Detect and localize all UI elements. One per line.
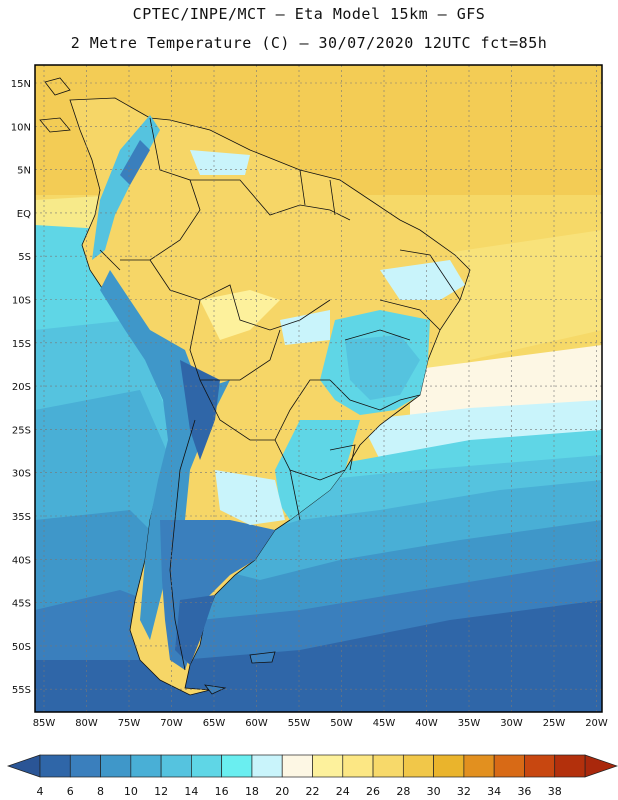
lon-label: 80W [75,718,98,729]
lat-label: 10N [11,122,31,133]
colorbar-swatch [191,754,223,778]
colorbar-label: 36 [517,785,531,798]
colorbar-swatch [281,754,313,778]
colorbar-label: 28 [396,785,410,798]
colorbar-label: 16 [215,785,229,798]
colorbar-swatch [342,754,374,778]
colorbar-label: 24 [336,785,350,798]
colorbar-swatch [433,754,465,778]
colorbar-swatch [251,754,283,778]
colorbar-left-arrow [6,754,41,778]
colorbar-swatch [463,754,495,778]
latitude-labels: 15N 10N 5N EQ 5S 10S 15S 20S 25S 30S 35S 40S 45S 50S 5… [11,79,31,696]
lat-label: 30S [12,469,31,480]
lon-label: 40W [415,718,438,729]
lon-label: 55W [288,718,311,729]
lat-label: 5N [17,166,31,177]
map-border [34,64,603,713]
colorbar-swatch [554,754,586,778]
colorbar-label: 30 [427,785,441,798]
colorbar-label: 6 [67,785,74,798]
map-title: CPTEC/INPE/MCT – Eta Model 15km – GFS [132,5,486,23]
colorbar-swatch [100,754,132,778]
lat-label: 10S [12,296,31,307]
lon-label: 50W [330,718,353,729]
colorbar-swatch [402,754,434,778]
lon-label: 60W [245,718,268,729]
lon-label: 75W [118,718,141,729]
colorbar-label: 38 [548,785,562,798]
lat-label: 25S [12,425,31,436]
ocean-temperature-field [35,65,602,712]
colorbar-swatch [524,754,556,778]
lon-label: 70W [160,718,183,729]
colorbar-swatch [372,754,404,778]
colorbar: 4 6 8 10 12 14 16 18 20 22 24 26 28 30 32 34 36 38 [6,754,618,798]
map-frame [35,65,602,712]
colorbar-swatch [312,754,344,778]
lat-label: 50S [12,642,31,653]
colorbar-right-arrow [584,754,618,778]
lat-label: 55S [12,685,31,696]
lon-label: 25W [543,718,566,729]
country-borders [99,117,461,671]
colorbar-label: 8 [97,785,104,798]
lon-label: 20W [585,718,608,729]
colorbar-label: 22 [306,785,320,798]
colorbar-label: 26 [366,785,380,798]
lat-label: 45S [12,599,31,610]
colorbar-swatch [160,754,192,778]
lat-label: 35S [12,512,31,523]
colorbar-swatch [69,754,101,778]
colorbar-label: 4 [37,785,44,798]
map-subtitle: 2 Metre Temperature (C) – 30/07/2020 12U… [70,34,548,52]
colorbar-label: 34 [487,785,501,798]
lat-label: 15N [11,79,31,90]
colorbar-label: 20 [275,785,289,798]
lat-label: EQ [17,209,31,220]
colorbar-label: 14 [184,785,198,798]
lon-label: 85W [33,718,56,729]
lon-label: 45W [373,718,396,729]
lat-label: 20S [12,382,31,393]
colorbar-swatch [493,754,525,778]
colorbar-label: 10 [124,785,138,798]
colorbar-label: 12 [154,785,168,798]
colorbar-swatch [221,754,253,778]
lon-label: 65W [203,718,226,729]
colorbar-swatch [130,754,162,778]
lat-label: 15S [12,339,31,350]
longitude-labels: 85W 80W 75W 70W 65W 60W 55W 50W 45W 40W 35W 30W 25W 2… [33,718,608,729]
colorbar-label: 18 [245,785,259,798]
lat-label: 5S [18,252,31,263]
lon-label: 35W [458,718,481,729]
colorbar-label: 32 [457,785,471,798]
land-temperature-detail [92,115,465,670]
lat-label: 40S [12,555,31,566]
lon-label: 30W [500,718,523,729]
colorbar-swatch [39,754,71,778]
